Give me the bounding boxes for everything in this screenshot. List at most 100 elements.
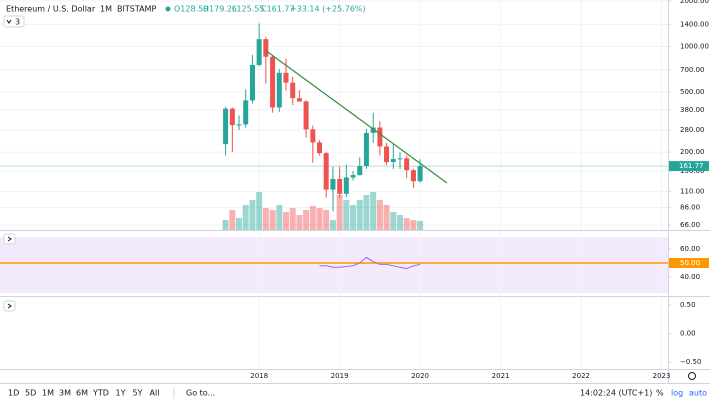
volume-bar <box>403 218 410 230</box>
volume-bar <box>417 221 424 230</box>
candle-body <box>243 100 249 125</box>
range-button[interactable]: 1M <box>42 389 54 398</box>
volume-bar <box>229 210 236 230</box>
chevron <box>6 19 12 24</box>
volume-bar <box>370 192 377 230</box>
x-tick-label: 2021 <box>492 372 510 380</box>
candle-body <box>410 170 416 182</box>
candle-body <box>229 108 235 126</box>
y-tick-label: 1400.00 <box>680 20 709 28</box>
candle-body <box>283 72 289 83</box>
y-tick-label: 280.00 <box>680 126 705 134</box>
volume-bar <box>303 210 310 230</box>
volume-bar <box>236 218 243 230</box>
last-price-label: 161.77 <box>679 162 704 170</box>
status-dot <box>165 6 171 12</box>
volume-bar <box>309 206 316 230</box>
candle-body <box>276 72 282 108</box>
volume-bar <box>376 200 383 230</box>
volume-bar <box>262 208 269 230</box>
candle-body <box>337 178 343 194</box>
x-tick-label: 2018 <box>250 372 268 380</box>
interval: 1M <box>100 5 112 14</box>
volume-bar <box>350 205 357 230</box>
pane-toggle[interactable] <box>3 300 16 312</box>
scale-option[interactable]: % <box>656 389 664 398</box>
candle-body <box>370 127 376 133</box>
candle-body <box>270 56 276 108</box>
range-button[interactable]: 5D <box>25 389 36 398</box>
chevron <box>7 236 12 242</box>
range-button[interactable]: 6M <box>76 389 88 398</box>
candle-body <box>310 129 316 143</box>
x-tick-label: 2022 <box>572 372 590 380</box>
x-tick-label: 2019 <box>331 372 349 380</box>
last-price-badge <box>669 161 709 172</box>
y-tick-label: 500.00 <box>680 88 705 96</box>
range-button[interactable]: 3M <box>59 389 71 398</box>
candle-body <box>256 39 262 65</box>
ohlc-open: O128.50 <box>174 5 208 14</box>
volume-bar <box>289 208 296 230</box>
volume-bar <box>282 212 289 230</box>
pane-toggle[interactable] <box>3 233 16 245</box>
clock: 14:02:24 (UTC+1) <box>580 389 652 398</box>
settings-icon[interactable] <box>688 372 696 380</box>
ohlc-low: L125.55 <box>232 5 264 14</box>
candle-body <box>303 101 309 130</box>
y-tick-label: −0.50 <box>680 358 701 366</box>
volume-bar <box>269 210 276 230</box>
y-tick-label: 1000.00 <box>680 42 709 50</box>
y-tick-label: 200.00 <box>680 148 705 156</box>
trend-line <box>264 49 448 184</box>
scale-option[interactable]: log <box>671 389 683 398</box>
volume-bar <box>323 210 330 230</box>
y-tick-label: 2000.00 <box>680 0 709 5</box>
volume-bar <box>276 205 283 230</box>
goto-button[interactable]: Go to... <box>186 389 215 398</box>
candle-body <box>357 165 363 176</box>
range-button[interactable]: 1D <box>8 389 19 398</box>
candle-body <box>323 153 329 190</box>
volume-bar <box>390 212 397 230</box>
change: +33.14 (+25.76%) <box>290 5 366 14</box>
indicator-toggle[interactable] <box>3 15 25 28</box>
candle-body <box>377 127 383 147</box>
y-tick-label: 86.00 <box>680 204 700 212</box>
candle-body <box>317 142 323 154</box>
range-button[interactable]: 1Y <box>116 389 126 398</box>
scale-option[interactable]: auto <box>689 389 707 398</box>
plot <box>222 23 424 230</box>
range-button[interactable]: YTD <box>92 389 109 398</box>
ohlc-high: H179.26 <box>203 5 237 14</box>
candle-body <box>417 166 423 182</box>
symbol: Ethereum / U.S. Dollar <box>6 5 96 14</box>
y-tick-label: 66.00 <box>680 221 700 229</box>
volume-bar <box>336 195 343 230</box>
ohlc-close: C161.77 <box>261 5 295 14</box>
candle-body <box>343 177 349 194</box>
volume-bar <box>256 192 263 230</box>
range-button[interactable]: All <box>150 389 160 398</box>
rsi-band <box>0 237 668 293</box>
toolbar: 1D 5D 1M 3M 6M YTD 1Y 5Y All Go to... 14:02:24 (UT… <box>8 387 707 399</box>
candle-body <box>350 175 356 178</box>
volume-bar <box>249 200 256 230</box>
x-tick-label: 2023 <box>653 372 671 380</box>
candle-body <box>384 146 390 163</box>
volume-bar <box>383 205 390 230</box>
grid <box>0 0 668 369</box>
volume-bar <box>396 215 403 230</box>
indicator-count: 3 <box>15 18 20 27</box>
y-tick-label: 380.00 <box>680 106 705 114</box>
y-tick-label: 0.00 <box>680 330 696 338</box>
y-tick-label: 700.00 <box>680 66 705 74</box>
rsi-level-badge <box>669 258 709 268</box>
volume-bar <box>343 200 350 230</box>
candle-body <box>263 39 269 57</box>
candle-body <box>390 159 396 163</box>
volume-bar <box>363 195 370 230</box>
range-button[interactable]: 5Y <box>133 389 143 398</box>
y-tick-label: 0.50 <box>680 301 696 309</box>
